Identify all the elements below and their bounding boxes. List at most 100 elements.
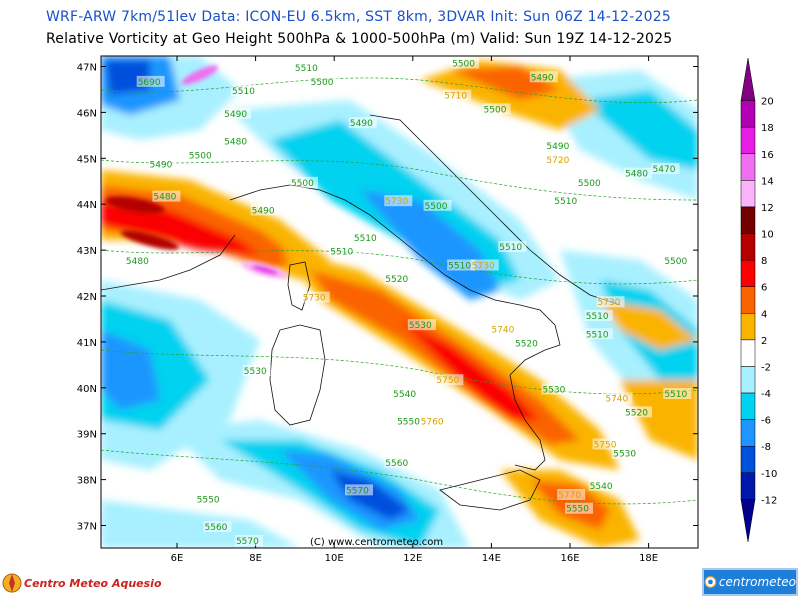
- contour-label-bg: [451, 57, 480, 69]
- contour-label-bg: [250, 204, 279, 216]
- contour-label: 5490: [531, 73, 554, 83]
- contour-label-bg: [435, 374, 464, 386]
- colorbar-label: -2: [761, 362, 771, 373]
- contour-labels: 5690551055005500549055105490549055005710…: [124, 57, 692, 547]
- contour-label: 5530: [409, 321, 432, 331]
- colorbar-swatch: [740, 259, 756, 287]
- contour-label: 5560: [385, 459, 408, 469]
- header-line-1: WRF-ARW 7km/51lev Data: ICON-EU 6.5km, S…: [46, 9, 671, 25]
- contour-label: 5690: [138, 78, 161, 88]
- colorbar-label: 8: [761, 256, 767, 267]
- contour-label-bg: [152, 190, 181, 202]
- contour-label: 5730: [598, 298, 621, 308]
- latitude-label: 45N: [77, 154, 97, 165]
- latitude-label: 47N: [77, 63, 97, 74]
- contour-label: 5550: [197, 496, 220, 506]
- contour-label-bg: [584, 328, 613, 340]
- longitude-labels: 6E 8E 10E 12E 14E 16E 18E: [171, 553, 658, 564]
- contour-label: 5510: [586, 330, 609, 340]
- latitude-label: 42N: [77, 292, 97, 303]
- contour-label-bg: [293, 62, 322, 74]
- longitude-label: 16E: [560, 553, 579, 564]
- colorbar-label: -8: [761, 442, 771, 453]
- colorbar-label: 6: [761, 283, 767, 294]
- contour-label-bg: [553, 195, 582, 207]
- colorbar-swatch: [740, 392, 756, 420]
- centro-meteo-aquesio-logo: Centro Meteo Aquesio: [2, 568, 162, 598]
- longitude-label: 14E: [482, 553, 501, 564]
- right-brand-text: centrometeo: [718, 575, 796, 589]
- contour-label: 5710: [444, 92, 467, 102]
- longitude-label: 12E: [403, 553, 422, 564]
- contour-label-bg: [289, 176, 318, 188]
- colorbar-swatch: [740, 339, 756, 367]
- contour-label-bg: [596, 296, 625, 308]
- contour-label: 5750: [594, 440, 617, 450]
- contour-label: 5500: [578, 179, 601, 189]
- contour-label: 5550: [566, 505, 589, 515]
- colorbar-label: -10: [761, 469, 777, 480]
- contour-label-bg: [352, 231, 381, 243]
- colorbar-swatch: [740, 419, 756, 447]
- contour-label: 5500: [425, 202, 448, 212]
- contour-label: 5500: [291, 179, 314, 189]
- contour-label-bg: [624, 406, 653, 418]
- contour-label: 5510: [664, 390, 687, 400]
- contour-label: 5510: [330, 248, 353, 258]
- contour-label: 5480: [224, 138, 247, 148]
- latitude-label: 43N: [77, 246, 97, 257]
- contour-label-bg: [663, 387, 692, 399]
- contour-label: 5730: [303, 294, 326, 304]
- contour-label-bg: [384, 195, 413, 207]
- contour-label: 5480: [625, 170, 648, 180]
- colorbar-label: 16: [761, 150, 774, 161]
- contour-label-bg: [529, 71, 558, 83]
- contour-label-bg: [447, 259, 476, 271]
- contour-label-bg: [223, 135, 252, 147]
- contour-label-bg: [187, 149, 216, 161]
- contour-label: 5750: [436, 376, 459, 386]
- colorbar-swatch: [740, 445, 756, 474]
- contour-label-bg: [541, 383, 570, 395]
- contour-label: 5500: [189, 151, 212, 161]
- contour-label-bg: [309, 75, 338, 87]
- contour-label: 5480: [126, 257, 149, 267]
- latitude-label: 38N: [77, 476, 97, 487]
- colorbar-swatch: [740, 180, 756, 208]
- contour-label: 5510: [295, 64, 318, 74]
- colorbar-label: -6: [761, 416, 771, 427]
- colorbar-swatch: [740, 100, 756, 128]
- contour-label-bg: [223, 107, 252, 119]
- contour-label-bg: [329, 245, 358, 257]
- colorbar-swatch: [740, 126, 756, 155]
- longitude-label: 10E: [325, 553, 344, 564]
- contour-label-bg: [651, 163, 680, 175]
- contour-label-bg: [203, 521, 232, 533]
- colorbar-swatch: [740, 153, 756, 181]
- contour-label-bg: [195, 493, 224, 505]
- contour-label: 5550: [397, 418, 420, 428]
- colorbar-label: 12: [761, 203, 774, 214]
- contour-label-bg: [136, 75, 165, 87]
- contour-label-bg: [443, 89, 472, 101]
- centrometeo-logo: centrometeo: [702, 568, 798, 596]
- centrometeo-globe-icon: [704, 576, 717, 588]
- contour-label-bg: [470, 259, 499, 271]
- contour-label-bg: [545, 153, 574, 165]
- colorbar-label: -12: [761, 495, 777, 506]
- contour-label: 5500: [664, 257, 687, 267]
- aquesio-emblem-icon: [2, 573, 22, 593]
- contour-label: 5520: [515, 339, 538, 349]
- left-brand-text: Centro Meteo Aquesio: [24, 576, 162, 590]
- contour-label: 5470: [653, 165, 676, 175]
- colorbar-label: 10: [761, 230, 774, 241]
- contour-label: 5510: [354, 234, 377, 244]
- colorbar-swatch: [740, 472, 756, 500]
- vorticity-field: [101, 56, 698, 548]
- colorbar-label: 14: [761, 176, 774, 187]
- longitude-label: 6E: [171, 553, 184, 564]
- header-line-2: Relative Vorticity at Geo Height 500hPa …: [46, 31, 673, 47]
- colorbar: 20 18 16 14 12 10 8 6 4 2 -2 -4 -6 -8 -10 -12: [740, 57, 777, 543]
- contour-label: 5510: [232, 87, 255, 97]
- contour-label-bg: [384, 273, 413, 285]
